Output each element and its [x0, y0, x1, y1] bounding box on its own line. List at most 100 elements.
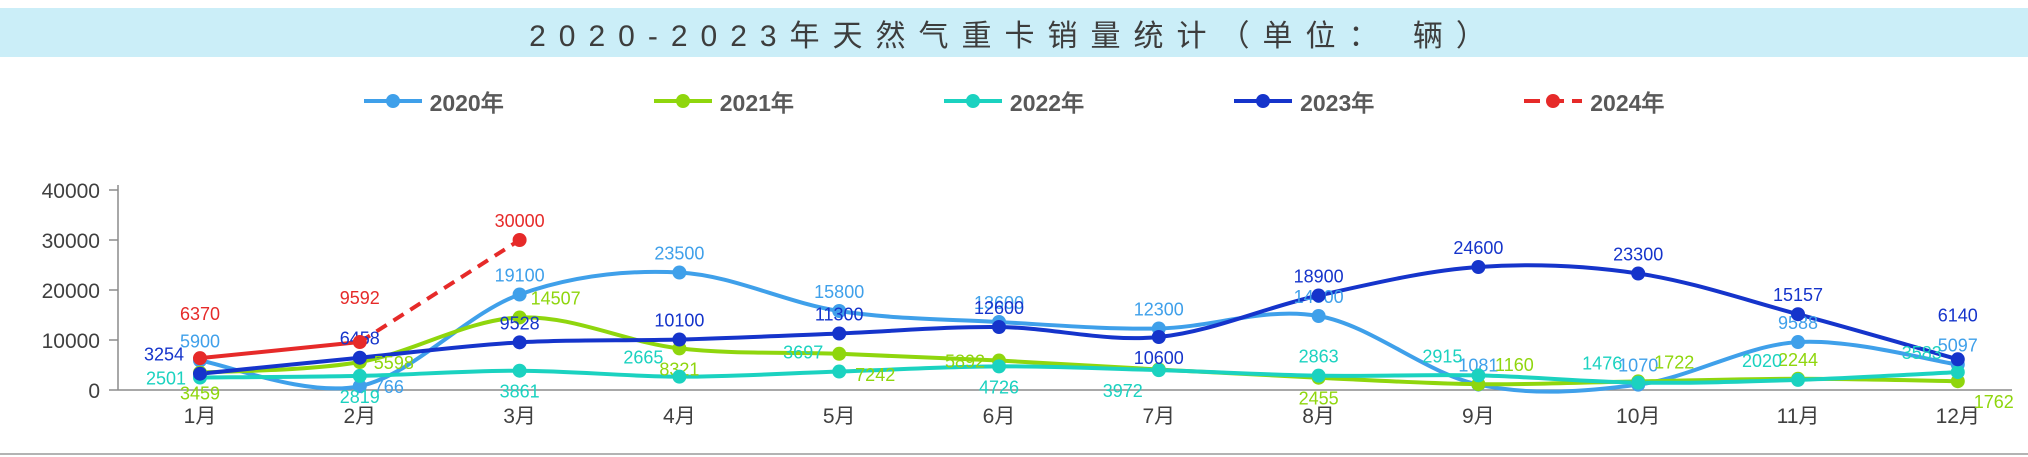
data-point-2023年-1月[interactable]	[193, 366, 207, 381]
data-point-2023年-9月[interactable]	[1471, 260, 1486, 274]
data-point-2021年-5月[interactable]	[832, 346, 847, 361]
series-line-dashed-2024年	[358, 238, 521, 344]
value-label-2020年-4月: 23500	[654, 244, 704, 264]
data-point-2022年-10月[interactable]	[1631, 375, 1646, 390]
legend-item-2020年[interactable]: 2020年	[363, 84, 504, 118]
value-label-2023年-7月: 10600	[1134, 348, 1184, 368]
value-label-2021年-5月: 7242	[855, 365, 895, 385]
data-point-2023年-8月[interactable]	[1311, 288, 1326, 303]
data-point-2024年-1月[interactable]	[193, 351, 207, 366]
y-axis-label: 0	[88, 380, 100, 403]
value-label-2021年-1月: 3459	[180, 384, 220, 404]
data-point-2023年-6月[interactable]	[992, 320, 1006, 334]
value-label-2023年-11月: 15157	[1773, 285, 1823, 305]
data-point-2023年-7月[interactable]	[1151, 330, 1166, 344]
value-label-2020年-5月: 15800	[814, 282, 864, 302]
x-axis-label: 2月	[343, 405, 376, 428]
data-point-2024年-2月[interactable]	[352, 335, 367, 350]
value-label-2022年-7月: 3972	[1103, 381, 1143, 401]
x-axis-label: 8月	[1302, 405, 1335, 428]
data-point-2022年-8月[interactable]	[1311, 368, 1326, 383]
data-point-2022年-7月[interactable]	[1151, 363, 1166, 378]
value-label-2020年-2月: 766	[374, 377, 404, 397]
value-label-2020年-7月: 12300	[1134, 300, 1184, 320]
data-point-2023年-4月[interactable]	[672, 332, 687, 347]
value-label-2022年-5月: 3697	[783, 343, 823, 363]
value-label-2021年-12月: 1762	[1974, 392, 2014, 412]
legend: 2020年 2021年 2022年 2023年 2024年	[0, 83, 2028, 119]
legend-label: 2021年	[719, 90, 794, 116]
data-point-2020年-2月[interactable]	[352, 379, 367, 394]
value-label-2023年-12月: 6140	[1938, 305, 1978, 325]
data-point-2020年-3月[interactable]	[512, 287, 527, 302]
data-point-2022年-9月[interactable]	[1471, 368, 1486, 383]
data-point-2023年-2月[interactable]	[352, 350, 367, 365]
x-axis-label: 9月	[1462, 405, 1495, 428]
legend-marker-icon	[1234, 94, 1293, 108]
value-label-2022年-4月: 2665	[623, 348, 663, 368]
line-chart-canvas: 0 10000 20000 30000 40000 1月 2月 3月 4月 5月 6月 7月 8月 9月 1…	[42, 180, 2014, 428]
data-point-2020年-4月[interactable]	[672, 265, 687, 280]
data-point-2021年-3月[interactable]	[512, 310, 527, 325]
x-axis-label: 3月	[503, 405, 536, 428]
legend-item-2022年[interactable]: 2022年	[943, 84, 1085, 118]
value-label-2024年-1月: 6370	[180, 304, 220, 324]
data-point-2024年-3月[interactable]	[512, 233, 527, 247]
value-label-2022年-8月: 2863	[1299, 347, 1339, 367]
y-axis-label: 20000	[42, 280, 100, 303]
legend-item-2023年[interactable]: 2023年	[1234, 84, 1374, 118]
legend-label: 2024年	[1590, 90, 1665, 116]
value-label-2023年-8月: 18900	[1294, 267, 1344, 287]
value-label-2020年-3月: 19100	[495, 266, 545, 286]
y-axis-label: 40000	[42, 180, 100, 203]
data-point-2022年-5月[interactable]	[832, 364, 847, 379]
value-label-2024年-3月: 30000	[495, 211, 545, 231]
data-point-2022年-2月[interactable]	[352, 368, 367, 383]
value-label-2020年-1月: 5900	[180, 332, 220, 352]
value-label-2022年-11月: 2020	[1742, 351, 1782, 371]
legend-label: 2022年	[1009, 90, 1085, 116]
x-axis-label: 1月	[184, 405, 217, 428]
value-label-2021年-10月: 1722	[1654, 352, 1694, 372]
x-axis-label: 7月	[1142, 405, 1175, 428]
data-point-2020年-8月[interactable]	[1311, 309, 1326, 323]
data-point-2023年-12月[interactable]	[1950, 352, 1965, 367]
data-point-2023年-5月[interactable]	[832, 326, 847, 341]
bottom-divider	[0, 453, 2028, 455]
data-point-2023年-11月[interactable]	[1791, 307, 1805, 322]
value-label-2020年-11月: 9588	[1778, 313, 1818, 333]
legend-marker-icon	[363, 94, 422, 108]
series-line-2023年	[199, 263, 1959, 376]
value-label-2023年-6月: 12600	[974, 298, 1024, 318]
x-axis-label: 12月	[1936, 405, 1980, 428]
data-point-2022年-6月[interactable]	[992, 359, 1006, 374]
data-point-2022年-3月[interactable]	[512, 363, 527, 378]
value-label-2022年-1月: 2501	[146, 368, 186, 388]
value-label-2021年-6月: 5892	[945, 352, 985, 372]
legend-marker-icon	[1524, 94, 1583, 108]
legend-item-2024年[interactable]: 2024年	[1524, 84, 1664, 118]
data-point-2020年-11月[interactable]	[1791, 335, 1805, 350]
legend-marker-icon	[653, 94, 712, 108]
series-line-2022年	[199, 364, 1958, 385]
x-axis-label: 6月	[983, 405, 1016, 428]
data-point-2022年-12月[interactable]	[1950, 365, 1965, 380]
chart-title: 2020-2023年天然气重卡销量统计（单位： 辆）	[529, 19, 1499, 53]
data-point-2023年-3月[interactable]	[512, 335, 527, 350]
data-point-2022年-11月[interactable]	[1791, 372, 1805, 387]
legend-label: 2023年	[1300, 90, 1375, 116]
value-label-2021年-9月: 1160	[1495, 355, 1534, 375]
value-label-2023年-4月: 10100	[654, 311, 704, 331]
x-axis-label: 10月	[1616, 405, 1660, 428]
data-point-2022年-4月[interactable]	[672, 369, 687, 384]
y-axis-label: 10000	[42, 330, 100, 353]
value-label-2020年-10月: 1070	[1618, 356, 1658, 376]
value-label-2023年-9月: 24600	[1453, 238, 1503, 258]
value-label-2022年-10月: 1476	[1582, 354, 1622, 374]
value-label-2022年-3月: 3861	[500, 382, 540, 402]
legend-item-2021年[interactable]: 2021年	[653, 84, 794, 118]
data-point-2020年-5月[interactable]	[832, 304, 847, 318]
value-label-2024年-2月: 9592	[340, 288, 380, 308]
legend-label: 2020年	[429, 90, 504, 116]
data-point-2023年-10月[interactable]	[1631, 266, 1646, 281]
